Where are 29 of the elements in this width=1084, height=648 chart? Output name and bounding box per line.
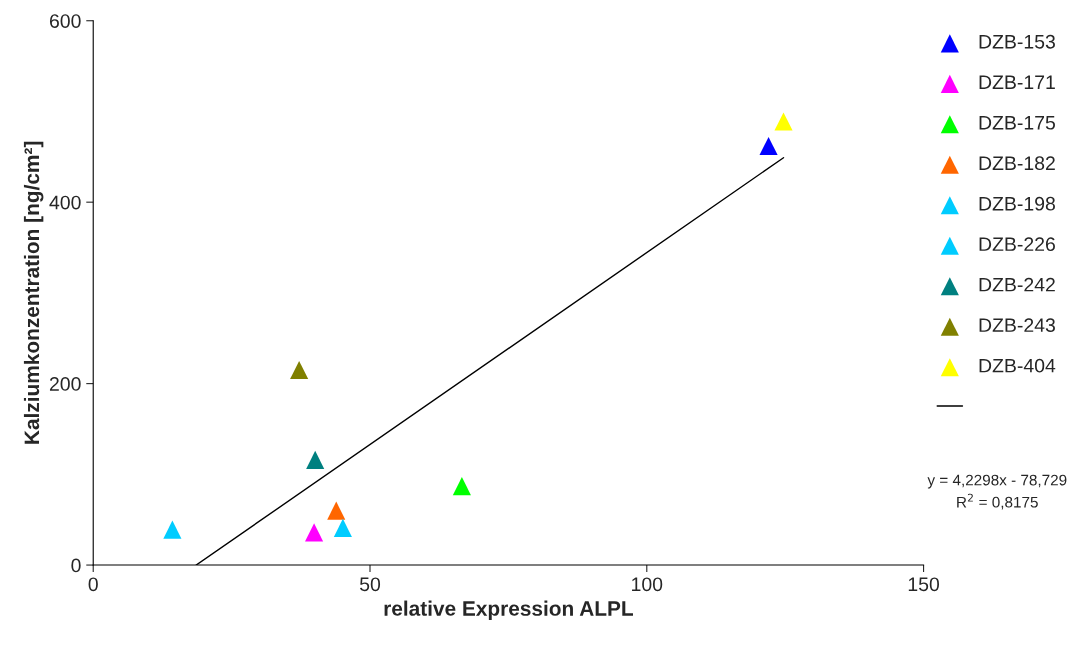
point [327,501,346,520]
point [333,518,352,537]
y-tick-label: 600 [49,14,81,28]
point [290,360,309,380]
y-tick-label: 400 [49,195,81,210]
legend-label: DZB-175 [979,116,1055,130]
legend-label: DZB-226 [979,237,1055,252]
x-tick-label: 50 [359,577,381,592]
y-tick-label: 200 [49,377,81,391]
legend-label: DZB-198 [979,196,1055,211]
text: y = 4,2298x - 78,729 R$^{2}$ = 0,8175 [927,474,1067,510]
x-axis-title: relative Expression ALPL [384,600,633,620]
y-tick-label: 0 [71,558,81,573]
point [305,523,324,542]
x-tick-label: 0 [88,577,98,592]
x-tick-label: 150 [908,577,940,592]
point [163,520,182,539]
point [452,477,471,496]
legend-label: DZB-243 [979,318,1055,333]
legend-label: DZB-171 [979,75,1055,89]
legend-label: DZB-182 [979,156,1055,171]
x-tick-label: 100 [632,577,663,592]
point [774,112,793,131]
legend-label: DZB-153 [979,34,1055,49]
legend-label: DZB-242 [979,277,1055,292]
y-axis-title: Kalziumkonzentration [ng/cm²] [23,141,44,444]
legend-label: DZB-404 [979,358,1056,373]
point [306,450,325,469]
point [759,136,778,155]
